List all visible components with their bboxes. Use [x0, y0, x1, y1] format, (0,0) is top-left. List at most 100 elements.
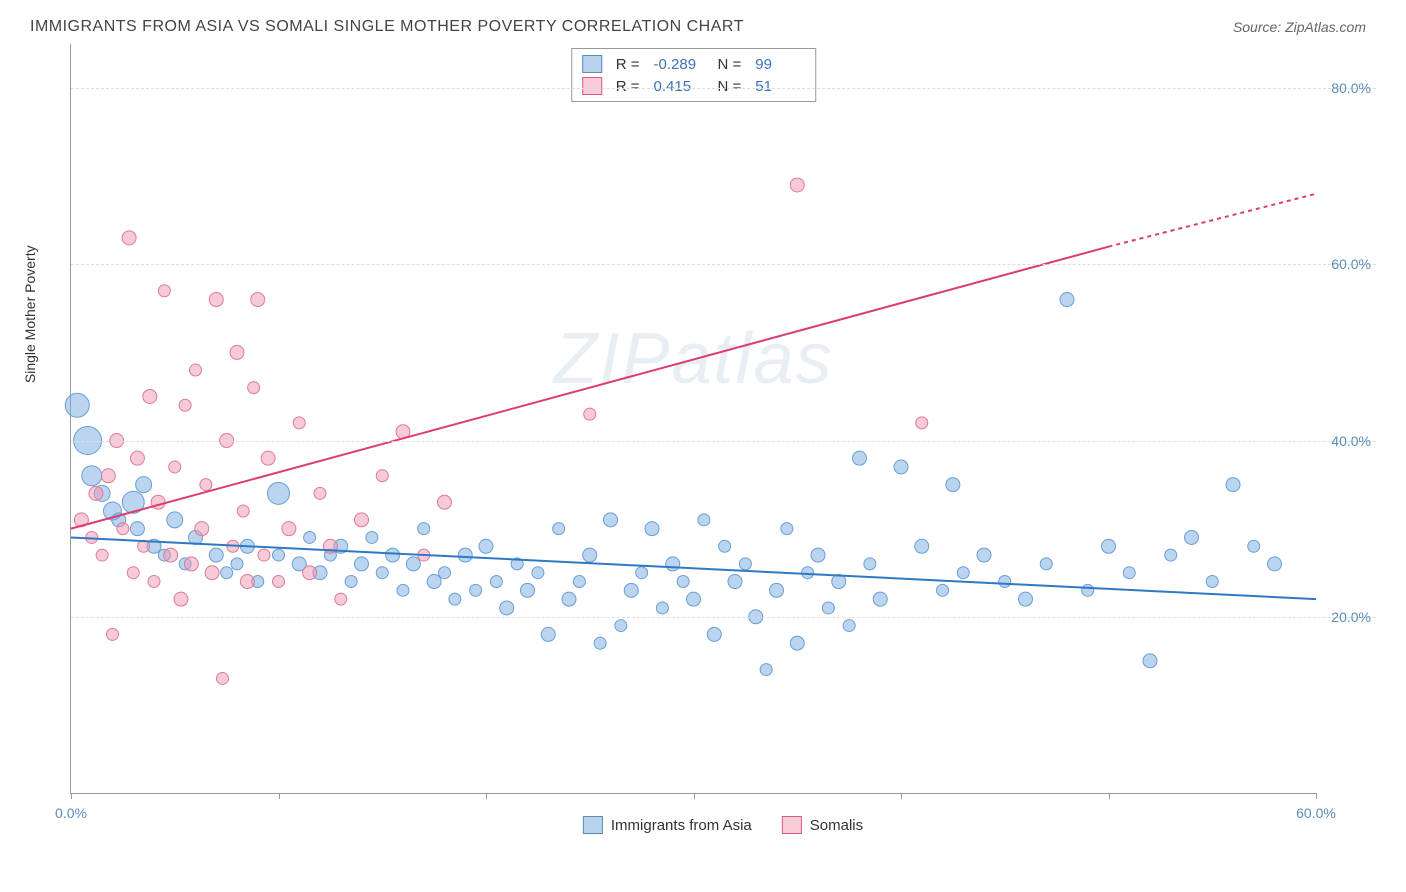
scatter-point [458, 548, 472, 562]
scatter-point [174, 592, 188, 606]
scatter-point [719, 540, 731, 552]
scatter-point [293, 417, 305, 429]
y-axis-label: Single Mother Poverty [22, 245, 38, 383]
y-tick-label: 20.0% [1331, 609, 1371, 625]
scatter-point [915, 539, 929, 553]
scatter-point [1123, 567, 1135, 579]
stat-R-label: R = [616, 56, 640, 73]
scatter-point [345, 576, 357, 588]
y-tick-label: 80.0% [1331, 80, 1371, 96]
scatter-point [479, 539, 493, 553]
scatter-point [470, 584, 482, 596]
scatter-point [200, 479, 212, 491]
scatter-point [811, 548, 825, 562]
scatter-point [273, 549, 285, 561]
scatter-point [656, 602, 668, 614]
scatter-point [179, 399, 191, 411]
scatter-point [760, 664, 772, 676]
chart-container: Single Mother Poverty ZIPatlas R = -0.28… [70, 44, 1376, 844]
scatter-point [937, 584, 949, 596]
legend-label-somali: Somalis [810, 817, 863, 834]
scatter-point [666, 557, 680, 571]
scatter-point [304, 531, 316, 543]
stat-N-label: N = [718, 56, 742, 73]
scatter-point [221, 567, 233, 579]
scatter-point [167, 512, 183, 528]
stats-row-asia: R = -0.289 N = 99 [582, 53, 806, 75]
scatter-point [258, 549, 270, 561]
chart-source: Source: ZipAtlas.com [1233, 19, 1366, 35]
scatter-point [148, 576, 160, 588]
stats-row-somali: R = 0.415 N = 51 [582, 75, 806, 97]
stat-N-asia: 99 [755, 56, 805, 73]
legend-item-somali: Somalis [782, 816, 863, 834]
scatter-point [273, 576, 285, 588]
scatter-point [169, 461, 181, 473]
stat-R-asia: -0.289 [654, 56, 704, 73]
scatter-point [584, 408, 596, 420]
scatter-point [164, 548, 178, 562]
stat-R-somali: 0.415 [654, 78, 704, 95]
scatter-point [117, 523, 129, 535]
scatter-point [957, 567, 969, 579]
scatter-point [594, 637, 606, 649]
scatter-point [707, 627, 721, 641]
scatter-point [143, 389, 157, 403]
scatter-point [573, 576, 585, 588]
y-tick-label: 40.0% [1331, 433, 1371, 449]
scatter-point [130, 522, 144, 536]
scatter-point [541, 627, 555, 641]
x-tick-label: 0.0% [55, 805, 87, 821]
scatter-point [439, 567, 451, 579]
scatter-point [781, 523, 793, 535]
scatter-point [397, 584, 409, 596]
scatter-point [853, 451, 867, 465]
scatter-point [107, 628, 119, 640]
legend-swatch-somali [782, 816, 802, 834]
scatter-point [645, 522, 659, 536]
scatter-point [366, 531, 378, 543]
scatter-point [65, 393, 89, 417]
scatter-point [1060, 293, 1074, 307]
scatter-point [136, 477, 152, 493]
scatter-point [728, 575, 742, 589]
scatter-point [122, 231, 136, 245]
scatter-point [190, 364, 202, 376]
scatter-point [406, 557, 420, 571]
stat-R-label-2: R = [616, 78, 640, 95]
scatter-point [130, 451, 144, 465]
scatter-point [1102, 539, 1116, 553]
scatter-point [303, 566, 317, 580]
scatter-point [1248, 540, 1260, 552]
scatter-point [376, 567, 388, 579]
scatter-point [82, 466, 102, 486]
scatter-point [687, 592, 701, 606]
legend-swatch-asia [583, 816, 603, 834]
trend-line-extrapolated [1109, 194, 1317, 247]
scatter-point [231, 558, 243, 570]
scatter-point [490, 576, 502, 588]
scatter-point [101, 469, 115, 483]
scatter-point [261, 451, 275, 465]
scatter-point [1185, 530, 1199, 544]
scatter-point [916, 417, 928, 429]
scatter-point [1165, 549, 1177, 561]
scatter-point [209, 293, 223, 307]
chart-title: IMMIGRANTS FROM ASIA VS SOMALI SINGLE MO… [30, 18, 744, 36]
scatter-point [251, 293, 265, 307]
swatch-somali [582, 77, 602, 95]
scatter-point [1206, 576, 1218, 588]
scatter-point [822, 602, 834, 614]
scatter-point [240, 575, 254, 589]
scatter-point [615, 620, 627, 632]
scatter-point [790, 636, 804, 650]
scatter-point [386, 548, 400, 562]
scatter-point [677, 576, 689, 588]
scatter-point [1082, 584, 1094, 596]
scatter-point [977, 548, 991, 562]
scatter-point [216, 672, 228, 684]
scatter-point [1268, 557, 1282, 571]
scatter-point [89, 486, 103, 500]
plot-area: ZIPatlas R = -0.289 N = 99 R = 0.415 N =… [70, 44, 1316, 794]
scatter-point [636, 567, 648, 579]
